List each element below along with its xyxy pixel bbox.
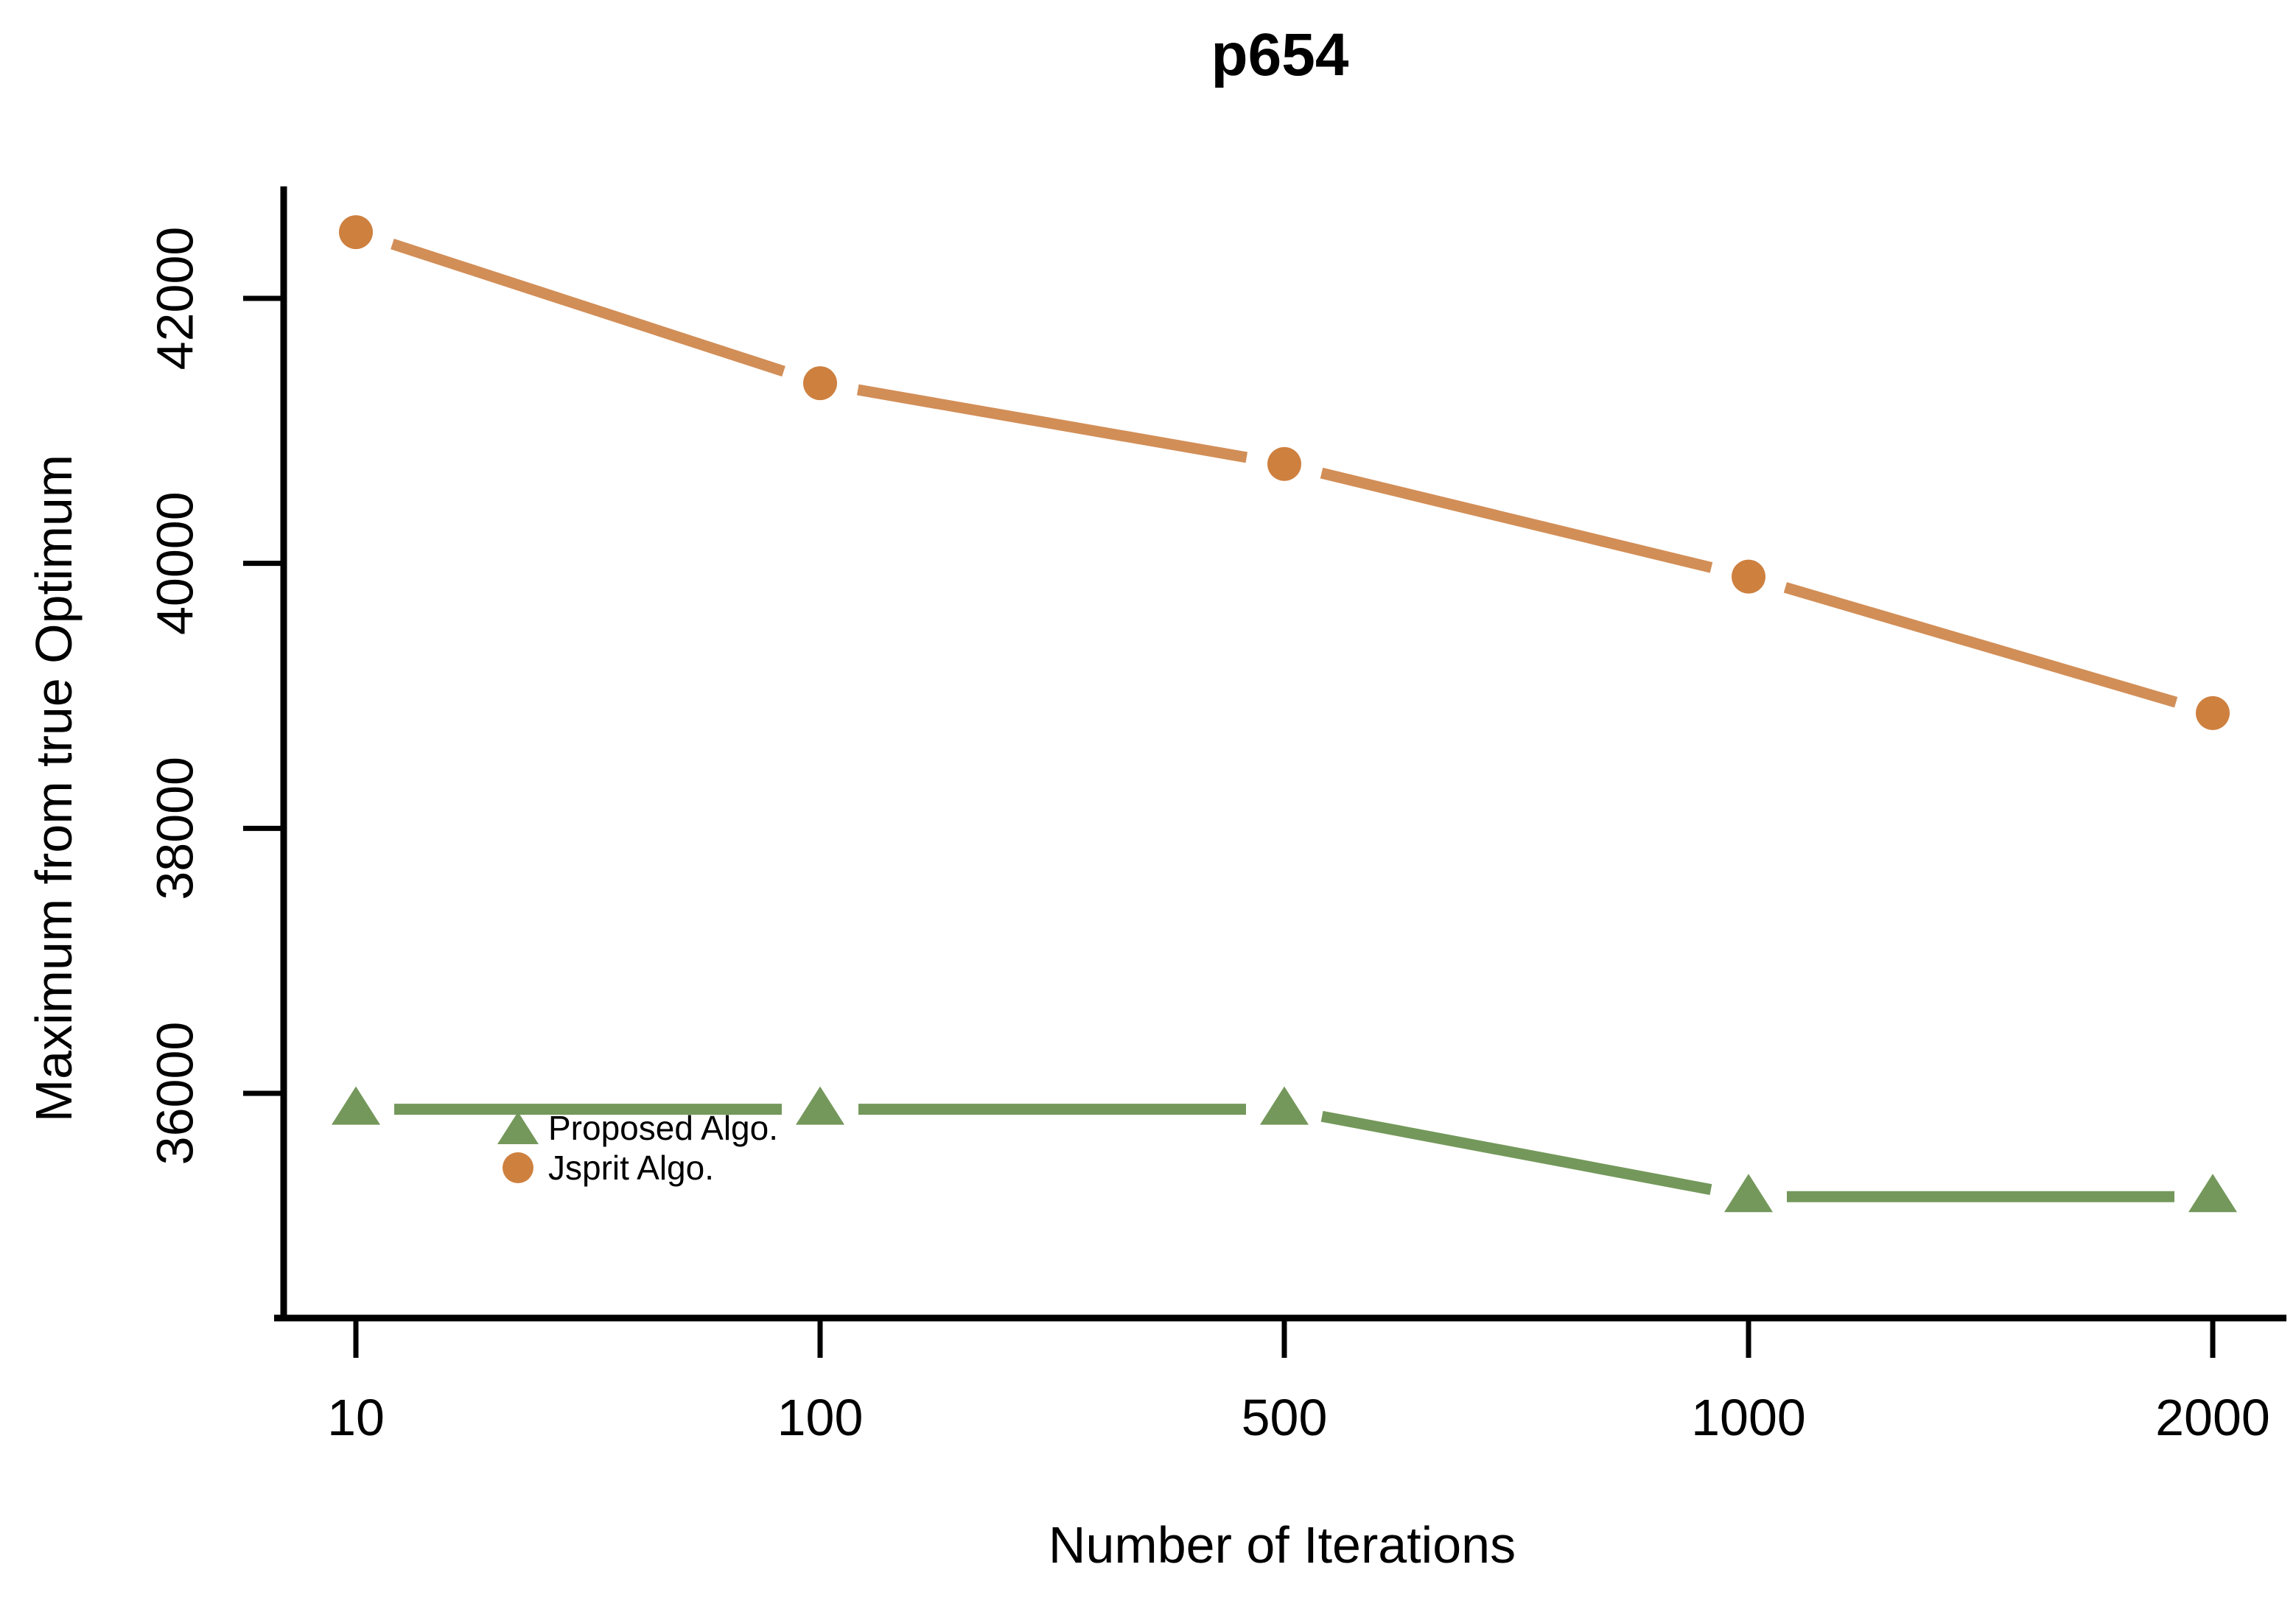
circle-marker-icon	[498, 1152, 538, 1183]
circle-marker-icon	[803, 366, 837, 401]
series-line-segment	[1320, 467, 1713, 573]
series-line-segment	[1783, 582, 2178, 708]
legend-label: Jsprit Algo.	[548, 1149, 714, 1187]
y-tick-label: 42000	[146, 227, 203, 371]
legend: Proposed Algo. Jsprit Algo.	[497, 1108, 779, 1188]
legend-item: Proposed Algo.	[497, 1108, 779, 1148]
x-tick-label: 500	[1242, 1389, 1328, 1446]
triangle-marker-icon	[1724, 1174, 1773, 1213]
triangle-marker-icon	[332, 1086, 380, 1125]
series-line-segment	[391, 239, 785, 377]
legend-item: Jsprit Algo.	[498, 1148, 778, 1188]
circle-marker-icon	[1267, 446, 1301, 481]
circle-marker-icon	[339, 215, 373, 250]
legend-label: Proposed Algo.	[548, 1109, 779, 1147]
x-tick-label: 100	[777, 1389, 864, 1446]
x-tick-label: 2000	[2155, 1389, 2270, 1446]
triangle-glyph	[497, 1112, 539, 1144]
series-line-segment	[1320, 1110, 1712, 1196]
x-axis-title: Number of Iterations	[1048, 1516, 1516, 1574]
triangle-marker-icon	[2188, 1174, 2237, 1213]
triangle-marker-icon	[497, 1112, 539, 1144]
x-tick-label: 1000	[1691, 1389, 1806, 1446]
triangle-marker-icon	[796, 1086, 844, 1125]
y-tick-label: 36000	[146, 1022, 203, 1166]
circle-marker-icon	[1732, 559, 1765, 594]
series-line-segment	[856, 384, 1248, 463]
chart-title: p654	[1211, 21, 1349, 88]
y-tick-label: 40000	[146, 491, 203, 635]
x-tick-label: 10	[327, 1389, 385, 1446]
circle-marker-icon	[2196, 695, 2230, 730]
triangle-marker-icon	[1260, 1086, 1309, 1125]
y-tick-label: 38000	[146, 757, 203, 900]
circle-glyph	[503, 1152, 533, 1183]
